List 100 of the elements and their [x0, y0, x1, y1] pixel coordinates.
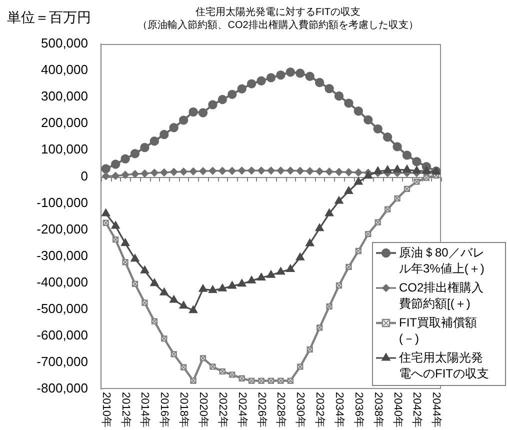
point: [140, 142, 150, 152]
point: [121, 238, 130, 246]
x-tick-label: 2024年: [236, 392, 248, 428]
point: [169, 122, 178, 132]
point: [228, 281, 236, 289]
point: [218, 284, 227, 292]
point: [198, 284, 208, 292]
point: [189, 306, 198, 314]
point: [180, 168, 188, 176]
point: [248, 166, 256, 174]
x-tick-label: 2020年: [196, 392, 209, 428]
point: [324, 84, 334, 94]
x-tick-label: 2030年: [294, 392, 306, 428]
point: [110, 160, 120, 169]
point: [121, 170, 130, 179]
point: [218, 166, 226, 175]
x-tick-label: 2010年: [100, 392, 112, 428]
x-tick-label: 2034年: [332, 392, 345, 428]
point: [276, 166, 285, 174]
point: [131, 170, 139, 178]
point: [276, 267, 285, 275]
point: [422, 166, 431, 174]
y-tick-label: -200,000: [36, 221, 88, 236]
point: [238, 279, 246, 287]
y-tick-label: -700,000: [36, 354, 88, 370]
y-tick-label: 200,000: [41, 115, 88, 130]
point: [334, 196, 344, 204]
point: [344, 168, 353, 176]
x-tick-label: 2038年: [372, 392, 384, 428]
point: [286, 166, 294, 174]
point: [296, 252, 304, 260]
point: [412, 166, 421, 174]
y-tick-label: 400,000: [41, 62, 88, 78]
legend-label: 住宅用太陽光発電へのFITの収支: [398, 350, 489, 380]
point: [286, 68, 296, 77]
point: [160, 168, 168, 176]
point: [208, 100, 218, 110]
point: [315, 224, 324, 232]
point: [354, 168, 362, 176]
point: [101, 164, 110, 174]
point: [150, 136, 160, 146]
x-tick-label: 2042年: [410, 392, 423, 428]
point: [247, 276, 256, 284]
point: [412, 156, 422, 166]
y-tick-label: 100,000: [41, 142, 88, 157]
y-tick-label: -800,000: [36, 380, 88, 396]
point: [208, 166, 217, 175]
y-tick-label: -500,000: [36, 300, 88, 316]
point: [198, 108, 208, 118]
point: [246, 79, 256, 88]
x-tick-label: 2044年: [430, 392, 442, 428]
y-tick-label: -100,000: [36, 194, 88, 210]
point: [344, 98, 354, 108]
y-tick-label: 300,000: [41, 88, 88, 104]
y-tick-label: -600,000: [36, 328, 88, 342]
point: [120, 154, 130, 164]
x-tick-label: 2022年: [216, 392, 228, 428]
point: [179, 301, 188, 309]
legend-label: FIT買取補償額(－): [399, 315, 477, 346]
point: [257, 166, 266, 174]
point: [364, 171, 372, 179]
point: [325, 208, 334, 216]
point: [306, 167, 314, 176]
point: [364, 115, 373, 124]
x-tick-label: 2028年: [274, 392, 287, 428]
point: [325, 168, 334, 176]
x-tick-label: 2014年: [138, 392, 151, 428]
point: [334, 91, 344, 101]
point: [189, 167, 198, 176]
y-tick-label: 0: [80, 168, 88, 184]
point: [402, 150, 412, 160]
y-axis-title: 単位＝百万円: [7, 8, 91, 25]
x-tick-label: 2018年: [178, 392, 190, 428]
point: [112, 172, 120, 180]
point: [344, 186, 353, 194]
y-tick-label: -300,000: [36, 248, 88, 263]
point: [228, 90, 237, 100]
point: [382, 132, 392, 142]
point: [392, 142, 402, 152]
point: [383, 166, 392, 174]
point: [188, 107, 198, 117]
point: [228, 166, 236, 175]
point: [266, 73, 276, 82]
point: [178, 116, 188, 125]
point: [102, 172, 110, 180]
point: [256, 76, 266, 86]
point: [305, 72, 314, 81]
point: [393, 164, 402, 172]
point: [160, 130, 169, 140]
point: [286, 264, 295, 272]
point: [160, 288, 168, 296]
point: [140, 170, 149, 178]
chart-title: 住宅用太陽光発電に対するFITの収支: [196, 6, 360, 18]
legend-label: CO2排出権購入費節約額[(＋): [399, 280, 484, 310]
point: [373, 124, 382, 134]
point: [237, 84, 246, 94]
point: [150, 168, 158, 177]
point: [374, 166, 382, 174]
y-tick-label: 500,000: [41, 36, 88, 51]
point: [335, 168, 343, 176]
